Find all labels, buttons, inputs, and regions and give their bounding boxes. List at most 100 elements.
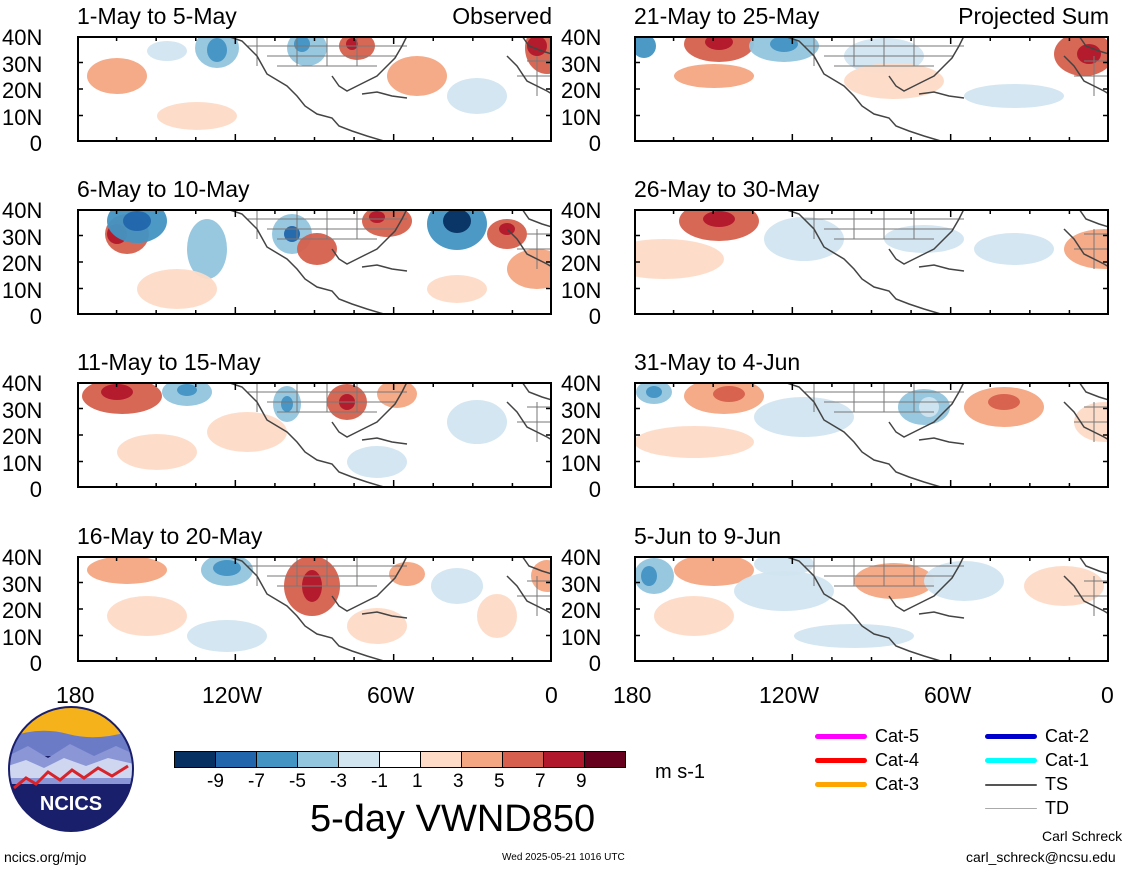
anomaly-field xyxy=(77,382,552,488)
colorbar-swatch xyxy=(543,751,585,768)
anomaly-contour xyxy=(297,233,337,265)
coastline xyxy=(361,611,408,619)
legend-line-cat-5 xyxy=(815,734,867,739)
anomaly-contour xyxy=(207,412,287,452)
legend-label: Cat-1 xyxy=(1045,750,1090,770)
coastline xyxy=(331,556,408,612)
coastline xyxy=(888,382,965,438)
coastline xyxy=(1063,228,1109,268)
coastline xyxy=(506,575,552,615)
coastline xyxy=(783,556,945,662)
map-panel xyxy=(77,209,552,315)
panel-title: 16-May to 20-May xyxy=(77,523,263,549)
coastline xyxy=(331,382,408,438)
lat-label: 30N xyxy=(2,397,43,423)
anomaly-contour xyxy=(634,426,754,458)
footer-author: Carl Schreck xyxy=(1042,828,1123,844)
coastline xyxy=(918,611,965,619)
lat-label: 10N xyxy=(561,104,602,130)
colorbar-swatch xyxy=(297,751,339,768)
anomaly-contour xyxy=(754,397,854,437)
lat-label: 10N xyxy=(561,450,602,476)
anomaly-contour xyxy=(924,561,1004,601)
anomaly-contour xyxy=(213,560,241,576)
anomaly-contour xyxy=(507,249,552,289)
lat-label: 20N xyxy=(561,251,602,276)
anomaly-contour xyxy=(854,563,934,599)
lat-label: 0 xyxy=(29,477,42,502)
lat-label: 10N xyxy=(561,277,602,303)
coastline xyxy=(521,382,552,401)
coastline xyxy=(783,36,945,142)
panel-title: 5-Jun to 9-Jun xyxy=(634,523,782,549)
anomaly-contour xyxy=(443,209,471,233)
lat-label: 40N xyxy=(561,25,602,50)
anomaly-contour xyxy=(101,384,133,400)
anomaly-contour xyxy=(87,58,147,94)
lat-label: 30N xyxy=(2,571,43,597)
lat-label: 30N xyxy=(561,51,602,77)
coastline xyxy=(888,209,965,265)
colorbar-swatch xyxy=(420,751,462,768)
anomaly-contour xyxy=(674,64,754,88)
panel-title: 11-May to 15-May xyxy=(77,349,261,375)
anomaly-contour xyxy=(447,78,507,114)
legend-label: Cat-2 xyxy=(1045,726,1090,746)
lat-label: 10N xyxy=(2,624,43,650)
ncics-logo: NCICS xyxy=(8,706,134,832)
anomaly-contour xyxy=(389,562,425,586)
coastline xyxy=(361,264,408,272)
coastline xyxy=(331,36,408,92)
lat-label: 40N xyxy=(2,371,43,396)
anomaly-contour xyxy=(147,41,187,61)
colorbar-tick-label: -5 xyxy=(289,771,306,792)
lat-label: 30N xyxy=(561,571,602,597)
map-panel xyxy=(634,209,1109,315)
anomaly-contour xyxy=(369,211,385,223)
colorbar-tick-label: 7 xyxy=(535,771,546,792)
legend-line-cat-1 xyxy=(985,758,1037,763)
lon-label: 180 xyxy=(613,682,652,708)
legend-line-cat-4 xyxy=(815,758,867,763)
lat-label: 0 xyxy=(588,477,601,502)
lat-label: 40N xyxy=(2,545,43,570)
coastline xyxy=(1078,556,1109,575)
coastline xyxy=(783,209,945,315)
panel-title: 1-May to 5-May xyxy=(77,3,237,29)
lat-label: 40N xyxy=(2,198,43,223)
lat-label: 20N xyxy=(561,424,602,449)
lat-label: 20N xyxy=(2,78,43,103)
lat-label: 20N xyxy=(2,251,43,276)
coastline xyxy=(506,401,552,441)
map-panel xyxy=(77,382,552,488)
colorbar-tick-label: 1 xyxy=(412,771,423,792)
panel-title: 26-May to 30-May xyxy=(634,176,820,202)
coastline xyxy=(521,556,552,575)
anomaly-contour xyxy=(1024,566,1104,606)
coastline xyxy=(226,209,388,315)
coastline xyxy=(521,36,552,55)
colorbar-tick-label: -1 xyxy=(371,771,388,792)
coastline xyxy=(918,264,965,272)
lon-label: 180 xyxy=(56,682,95,708)
lon-label: 120W xyxy=(759,682,820,708)
lat-label: 20N xyxy=(561,598,602,623)
coastline xyxy=(918,91,965,99)
panel-title: 21-May to 25-May xyxy=(634,3,820,29)
panel-source-label: Observed xyxy=(452,3,552,29)
anomaly-field xyxy=(77,209,552,315)
colorbar-tick-label: -7 xyxy=(248,771,265,792)
anomaly-contour xyxy=(157,102,237,130)
panel-title: 31-May to 4-Jun xyxy=(634,349,801,375)
anomaly-contour xyxy=(634,239,724,279)
coastline xyxy=(888,556,965,612)
coastline xyxy=(361,91,408,99)
lat-label: 30N xyxy=(2,51,43,77)
panel-source-label: Projected Sum xyxy=(958,3,1109,29)
colorbar-swatch xyxy=(174,751,216,768)
footer-url: ncics.org/mjo xyxy=(4,849,87,865)
coastline xyxy=(521,209,552,228)
colorbar-tick-label: 3 xyxy=(453,771,464,792)
lat-label: 30N xyxy=(2,224,43,250)
lat-label: 0 xyxy=(29,651,42,676)
